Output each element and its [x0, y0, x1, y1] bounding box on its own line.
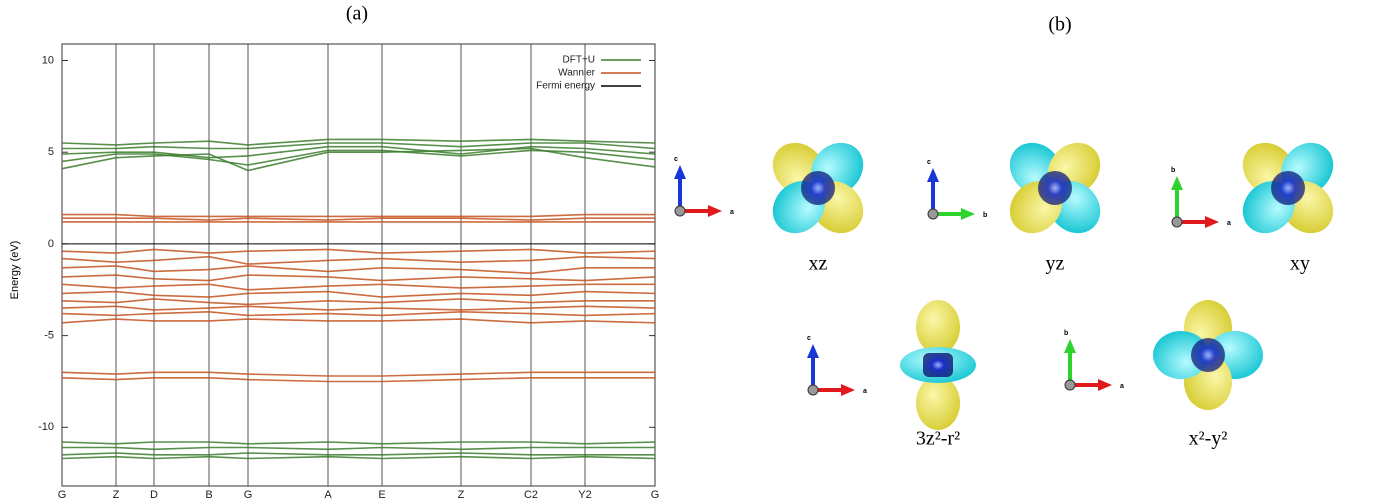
axis-origin: [1065, 380, 1075, 390]
band-line: [62, 457, 655, 459]
arrow-head: [961, 208, 975, 220]
axis-origin: [928, 209, 938, 219]
x-tick-label: Z: [458, 489, 465, 501]
arrow-head: [1171, 176, 1183, 190]
axis-triad: ca: [807, 335, 867, 396]
axis-origin: [808, 385, 818, 395]
panel-label: (b): [1048, 14, 1071, 36]
band-line: [62, 266, 655, 273]
band-line: [62, 306, 655, 310]
axis-label: a: [730, 209, 734, 216]
x-tick-label: G: [244, 489, 253, 501]
band-line: [62, 292, 655, 298]
band-line: [62, 284, 655, 290]
y-tick-label: -10: [38, 421, 54, 433]
axis-triad: cb: [927, 159, 987, 220]
band-line: [62, 139, 655, 145]
orbital: [999, 132, 1111, 244]
arrow-head: [708, 205, 722, 217]
orbital-core: [801, 171, 835, 205]
axis-label: b: [1064, 330, 1068, 337]
axis-label: b: [983, 212, 987, 219]
arrow-head: [927, 168, 939, 182]
axis-triad: ba: [1064, 330, 1124, 391]
axis-label: a: [1227, 220, 1231, 227]
orbital-core: [1038, 171, 1072, 205]
x-tick-label: Y2: [578, 489, 591, 501]
axis-origin: [1172, 217, 1182, 227]
x-tick-label: G: [651, 489, 660, 501]
orbital-label: yz: [1046, 253, 1065, 275]
orbital-core: [923, 353, 953, 377]
x-tick-label: Z: [113, 489, 120, 501]
x-tick-label: B: [205, 489, 212, 501]
arrow-head: [1205, 216, 1219, 228]
band-line: [62, 378, 655, 382]
page: {"panel_labels": ["(a)", "(b)"], "chart_…: [0, 0, 1377, 503]
axis-label: c: [674, 156, 678, 163]
band-line: [62, 249, 655, 253]
orbital-core: [1271, 171, 1305, 205]
orbital: [762, 132, 874, 244]
orbital: [1153, 300, 1263, 410]
axis-triad: ba: [1171, 167, 1231, 228]
orbital: [900, 300, 976, 430]
band-line: [62, 275, 655, 281]
band-line: [62, 453, 655, 455]
axis-label: c: [807, 335, 811, 342]
orbital-label: xy: [1290, 253, 1310, 275]
orbital-label: 3z²-r²: [916, 428, 960, 450]
band-line: [62, 215, 655, 217]
arrow-head: [674, 165, 686, 179]
axis-label: a: [1120, 383, 1124, 390]
legend-label: Fermi energy: [536, 81, 595, 92]
band-line: [62, 372, 655, 376]
axis-label: b: [1171, 167, 1175, 174]
x-tick-label: G: [58, 489, 67, 501]
legend-label: Wannier: [558, 68, 596, 79]
axis-label: a: [863, 388, 867, 395]
arrow-head: [841, 384, 855, 396]
legend-label: DFT+U: [563, 55, 596, 66]
band-line: [62, 442, 655, 444]
arrow-head: [1098, 379, 1112, 391]
plot-frame: [62, 44, 655, 486]
y-axis-label: Energy (eV): [9, 241, 21, 300]
axis-label: c: [927, 159, 931, 166]
orbital-label: x²-y²: [1189, 428, 1228, 450]
orbital: [1232, 132, 1344, 244]
band-line: [62, 319, 655, 323]
x-tick-label: D: [150, 489, 158, 501]
y-tick-label: -5: [44, 330, 54, 342]
y-tick-label: 0: [48, 238, 54, 250]
arrow-head: [1064, 339, 1076, 353]
axis-origin: [675, 206, 685, 216]
orbital-label: xz: [809, 253, 828, 275]
orbital-lobe: [916, 300, 960, 354]
band-line: [62, 257, 655, 264]
band-line: [62, 299, 655, 305]
x-tick-label: E: [378, 489, 385, 501]
band-line: [62, 448, 655, 450]
axis-triad: ca: [674, 156, 734, 217]
band-line: [62, 218, 655, 220]
y-tick-label: 10: [42, 54, 54, 66]
x-tick-label: A: [324, 489, 332, 501]
y-tick-label: 5: [48, 146, 54, 158]
orbital-core: [1191, 338, 1225, 372]
band-line: [62, 312, 655, 316]
panel-label: (a): [346, 3, 368, 25]
x-tick-label: C2: [524, 489, 538, 501]
orbital-lobe: [916, 376, 960, 430]
arrow-head: [807, 344, 819, 358]
figure: (a) (b) Energy (eV) -10 -5 0 5 10 G Z D B G A E Z C2 Y…: [0, 0, 1377, 503]
